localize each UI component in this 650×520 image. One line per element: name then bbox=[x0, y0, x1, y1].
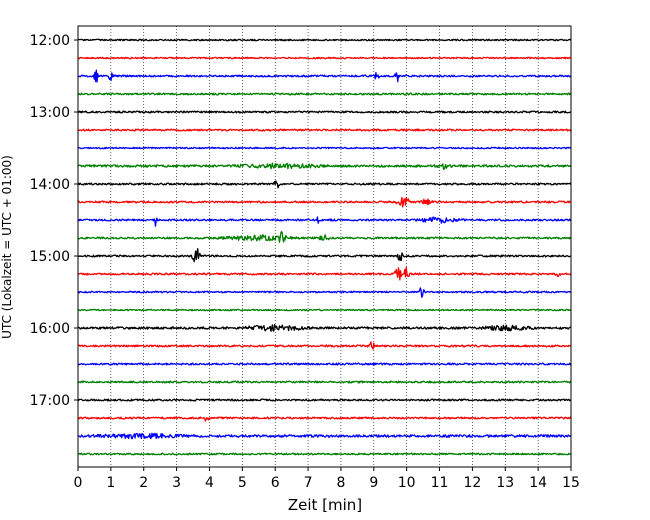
trace-1600 bbox=[77, 324, 572, 332]
trace-1630 bbox=[77, 362, 572, 366]
x-tick-label: 4 bbox=[205, 475, 214, 491]
y-tick-label: 17:00 bbox=[30, 393, 70, 409]
x-tick-label: 12 bbox=[463, 475, 481, 491]
trace-1230 bbox=[77, 69, 572, 83]
x-tick-label: 3 bbox=[172, 475, 181, 491]
y-tick-label: 12:00 bbox=[30, 33, 70, 49]
trace-1530 bbox=[77, 287, 572, 298]
x-tick-label: 7 bbox=[304, 475, 313, 491]
x-tick-label: 13 bbox=[496, 475, 514, 491]
trace-1615 bbox=[77, 341, 572, 350]
trace-1545 bbox=[77, 308, 572, 312]
y-axis-ticks: 12:00 13:00 14:00 15:00 16:00 17:00 bbox=[30, 33, 78, 409]
trace-1400 bbox=[77, 180, 572, 189]
trace-1430 bbox=[77, 216, 572, 227]
x-tick-label: 1 bbox=[106, 475, 115, 491]
x-tick-label: 15 bbox=[562, 475, 580, 491]
trace-1500 bbox=[77, 248, 572, 263]
y-tick-label: 16:00 bbox=[30, 321, 70, 337]
trace-1715 bbox=[77, 416, 572, 422]
trace-1730 bbox=[77, 432, 572, 440]
trace-1345 bbox=[77, 162, 572, 170]
x-axis-label: Zeit [min] bbox=[288, 496, 362, 514]
x-tick-label: 6 bbox=[271, 475, 280, 491]
x-axis-ticks: 0 1 2 3 4 5 6 7 8 9 10 11 12 13 14 15 bbox=[74, 467, 580, 491]
y-axis-label: UTC (Lokalzeit = UTC + 01:00) bbox=[0, 155, 14, 339]
x-tick-label: 0 bbox=[74, 475, 83, 491]
seismogram-traces bbox=[77, 38, 572, 456]
plot-frame bbox=[77, 25, 572, 468]
trace-1245 bbox=[77, 92, 572, 96]
trace-1200 bbox=[77, 38, 572, 42]
x-tick-label: 10 bbox=[398, 475, 416, 491]
trace-1700 bbox=[77, 398, 572, 402]
trace-1330 bbox=[77, 146, 572, 150]
trace-1415 bbox=[77, 196, 572, 208]
y-tick-label: 15:00 bbox=[30, 249, 70, 265]
trace-1445 bbox=[77, 230, 572, 243]
trace-1315 bbox=[77, 128, 572, 132]
trace-1745 bbox=[77, 452, 572, 456]
x-tick-label: 2 bbox=[139, 475, 148, 491]
trace-1645 bbox=[77, 380, 572, 384]
trace-1215 bbox=[77, 56, 572, 60]
trace-1300 bbox=[77, 110, 572, 114]
x-tick-label: 14 bbox=[529, 475, 547, 491]
x-tick-label: 5 bbox=[238, 475, 247, 491]
y-tick-label: 14:00 bbox=[30, 177, 70, 193]
trace-1515 bbox=[77, 266, 572, 281]
x-tick-label: 11 bbox=[431, 475, 449, 491]
x-tick-label: 9 bbox=[369, 475, 378, 491]
x-tick-label: 8 bbox=[336, 475, 345, 491]
y-tick-label: 13:00 bbox=[30, 105, 70, 121]
